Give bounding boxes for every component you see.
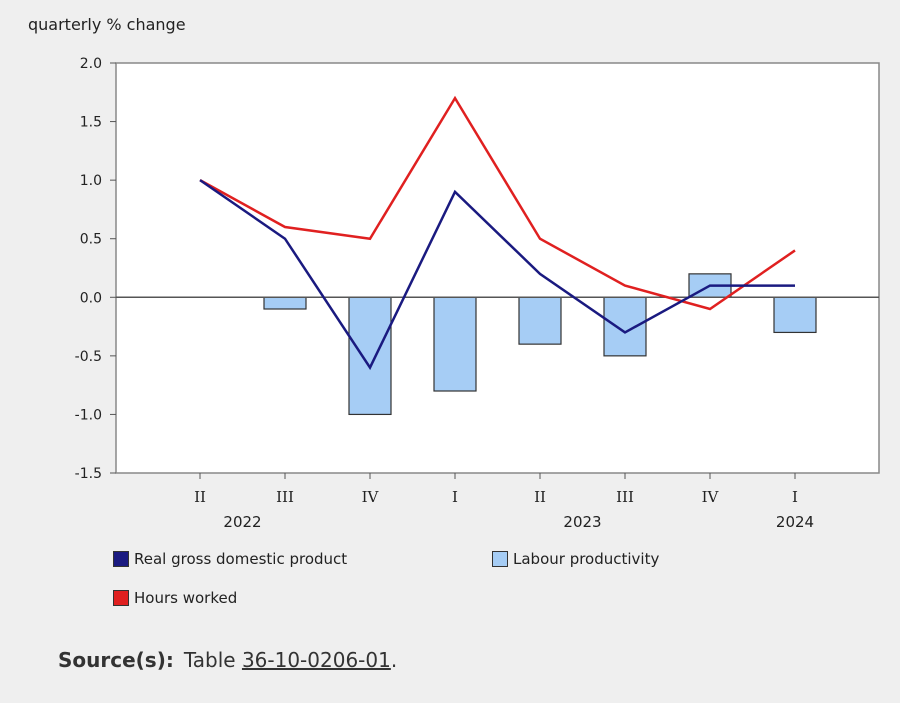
y-tick-label: 1.0 [80, 173, 102, 189]
legend-item-gdp: Real gross domestic product [113, 549, 347, 569]
x-tick-label: II [194, 488, 206, 506]
y-tick-label: -1.5 [75, 466, 102, 482]
x-tick-label: IV [362, 488, 380, 506]
y-axis: 2.0 1.5 1.0 0.5 0.0 -0.5 -1.0 -1.5 [75, 56, 116, 482]
legend-item-hours-worked: Hours worked [113, 588, 237, 608]
x-tick-label: I [792, 488, 798, 506]
line-hours-worked [199, 95, 796, 311]
x-tick-label: III [616, 488, 634, 506]
source-table-link[interactable]: 36-10-0206-01 [241, 648, 391, 672]
bar-labour-productivity [603, 296, 647, 357]
x-tick-label: III [276, 488, 294, 506]
x-year-label: 2023 [563, 513, 601, 531]
bar-labour-productivity [518, 296, 562, 345]
bar-labour-productivity [433, 296, 477, 392]
y-tick-label: -0.5 [75, 349, 102, 365]
bar-labour-productivity [263, 296, 307, 310]
source-prefix: Table [183, 648, 236, 672]
x-tick-label: II [534, 488, 546, 506]
x-year-label: 2022 [223, 513, 261, 531]
plot-area [115, 62, 880, 474]
source-suffix: . [390, 648, 398, 672]
chart: quarterly % change 2.0 1.5 1.0 0.5 0.0 -0.5 -1… [28, 15, 880, 531]
y-tick-label: 2.0 [80, 56, 102, 72]
x-tick-label: I [452, 488, 458, 506]
legend-swatch-hours-worked [113, 590, 129, 606]
bar-labour-productivity [348, 296, 392, 416]
y-tick-label: 0.5 [80, 232, 102, 248]
x-tick-label: IV [702, 488, 720, 506]
line-real-gdp [199, 179, 795, 371]
y-unit-label: quarterly % change [28, 15, 186, 34]
y-tick-label: 0.0 [80, 290, 102, 306]
y-tick-label: -1.0 [75, 407, 102, 423]
legend-item-labour-productivity: Labour productivity [492, 549, 659, 569]
source-note: Source(s): Table 36-10-0206-01. [58, 648, 397, 672]
legend-label-gdp: Real gross domestic product [134, 550, 348, 568]
legend-swatch-labour-productivity [492, 551, 508, 567]
x-year-label: 2024 [776, 513, 814, 531]
source-label: Source(s): [58, 648, 174, 672]
legend-swatch-gdp [113, 551, 129, 567]
line-series [199, 95, 796, 371]
bars-labour-productivity [263, 273, 817, 416]
bar-labour-productivity [773, 296, 817, 334]
legend-label-hours-worked: Hours worked [134, 589, 238, 607]
y-tick-label: 1.5 [80, 115, 102, 131]
legend-label-labour-productivity: Labour productivity [513, 550, 660, 568]
